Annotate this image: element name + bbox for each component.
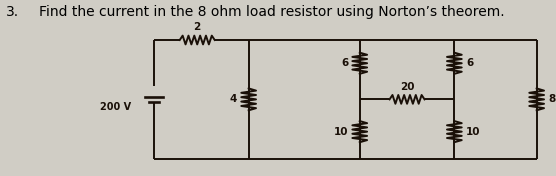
Text: 8: 8 bbox=[548, 94, 555, 104]
Text: 200 V: 200 V bbox=[100, 102, 131, 112]
Text: 6: 6 bbox=[341, 58, 348, 68]
Text: 3.: 3. bbox=[6, 5, 19, 19]
Text: 10: 10 bbox=[334, 127, 348, 137]
Text: 10: 10 bbox=[466, 127, 480, 137]
Text: 2: 2 bbox=[193, 22, 201, 32]
Text: Find the current in the 8 ohm load resistor using Norton’s theorem.: Find the current in the 8 ohm load resis… bbox=[39, 5, 504, 19]
Text: 6: 6 bbox=[466, 58, 473, 68]
Text: 4: 4 bbox=[230, 94, 237, 104]
Text: 20: 20 bbox=[400, 82, 414, 92]
